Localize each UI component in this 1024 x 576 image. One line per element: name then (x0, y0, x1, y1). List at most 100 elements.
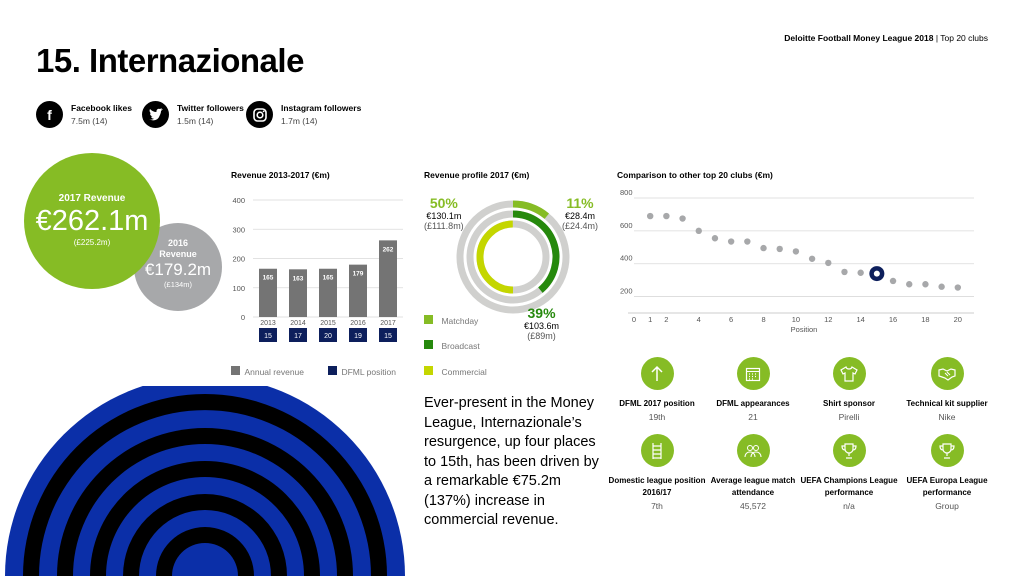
y-tick-label: 200 (232, 255, 245, 264)
dfml-position-label: 15 (384, 333, 392, 340)
dfml-position-box (259, 328, 277, 342)
x-tick-label: 2014 (290, 320, 306, 327)
scatter-point (744, 238, 751, 245)
fact-label: UEFA Europa League performance (906, 476, 988, 497)
revenue-bar (349, 264, 367, 317)
facebook-icon: f (36, 101, 63, 128)
social-twitter: Twitter followers 1.5m (14) (142, 101, 244, 128)
fact-label: Shirt sponsor (822, 399, 875, 408)
scatter-point (938, 283, 945, 290)
y-tick-label: 300 (232, 225, 245, 234)
legend-swatch (424, 315, 433, 324)
revenue-2017-sub: (£225.2m) (73, 238, 111, 247)
scatter-point (922, 281, 929, 288)
fact-label: UEFA Champions League performance (800, 476, 898, 497)
social-instagram: Instagram followers 1.7m (14) (246, 101, 361, 128)
instagram-icon (246, 101, 273, 128)
x-tick-label: 2015 (320, 320, 336, 327)
fact-value: 45,572 (740, 501, 766, 511)
fact-label: Average league match attendance (710, 476, 796, 497)
revenue-bar (319, 268, 337, 317)
legend-matchday: Matchday (424, 311, 478, 329)
commercial-arc (476, 220, 514, 294)
legend-label: DFML position (341, 367, 396, 377)
bar-legend-annual: Annual revenue (231, 362, 304, 380)
summary-text: Ever-present in the Money League, Intern… (424, 395, 599, 528)
dfml-position-label: 20 (324, 333, 332, 340)
scatter-point (695, 227, 702, 235)
scatter-point (906, 281, 913, 288)
dfml-position-label: 19 (354, 333, 362, 340)
x-tick-label: 2013 (260, 320, 276, 327)
x-axis-label: Position (791, 325, 818, 334)
matchday-sub: (£24.4m) (562, 221, 599, 231)
fact-value: 21 (748, 412, 758, 422)
scatter-point (711, 235, 719, 242)
x-tick-label: 1 (648, 315, 652, 324)
social-label: Instagram followers (281, 102, 362, 113)
legend-broadcast: Broadcast (424, 336, 480, 354)
y-tick-label: 400 (620, 254, 633, 263)
revenue-2017-label: 2017 Revenue (58, 193, 126, 204)
legend-swatch (328, 366, 337, 375)
scatter-point (646, 212, 654, 220)
handshake-icon (930, 357, 964, 390)
dfml-position-label: 15 (264, 333, 272, 340)
y-tick-label: 600 (620, 221, 633, 230)
social-value: 1.7m (14) (281, 115, 318, 126)
ladder-icon (640, 434, 674, 467)
dfml-position-label: 17 (294, 333, 302, 340)
scatter-point (857, 269, 864, 276)
dfml-position-box (289, 328, 307, 342)
dfml-position-box (319, 328, 337, 342)
profile-chart-title: Revenue profile 2017 (€m) (424, 170, 530, 180)
legend-swatch (424, 340, 433, 349)
x-tick-label: 2 (664, 315, 668, 324)
revenue-bar (259, 268, 277, 317)
social-value: 1.5m (14) (177, 115, 214, 126)
report-header: Deloitte Football Money League 2018 | To… (784, 33, 988, 43)
fact-label: Technical kit supplier (906, 399, 988, 408)
x-tick-label: 8 (761, 315, 765, 324)
fact-label: DFML appearances (716, 399, 790, 408)
scatter-point (792, 248, 800, 255)
highlight-point-center (873, 270, 880, 277)
matchday-value: €28.4m (564, 211, 596, 221)
fact-domestic-position: Domestic league position 2016/17 7th (607, 434, 707, 511)
x-tick-label: 6 (729, 315, 733, 324)
x-tick-label: 10 (792, 315, 800, 324)
cup-icon (930, 434, 964, 467)
revenue-2017-value: €262.1m (35, 205, 149, 237)
x-tick-label: 0 (632, 315, 636, 324)
y-tick-label: 400 (232, 196, 245, 205)
fact-shirt-sponsor: Shirt sponsor Pirelli (799, 357, 899, 422)
trophy-icon (832, 434, 866, 467)
revenue-2016-value: €179.2m (144, 260, 212, 279)
revenue-2016-circle: 2016 Revenue €179.2m (£134m) (134, 223, 222, 311)
scatter-point (727, 238, 735, 245)
fact-value: 19th (648, 412, 666, 422)
social-label: Facebook likes (71, 102, 132, 113)
revenue-bar (289, 269, 307, 317)
fact-attendance: Average league match attendance 45,572 (703, 434, 803, 511)
fact-uel: UEFA Europa League performance Group (897, 434, 997, 511)
fact-value: Nike (938, 412, 956, 422)
matchday-callout: 11% €28.4m (£24.4m) (562, 195, 598, 231)
social-value: 7.5m (14) (71, 115, 108, 126)
bar-value-label: 262 (383, 246, 394, 253)
twitter-icon (142, 101, 169, 128)
legend-swatch (424, 366, 433, 375)
scatter-point (954, 284, 962, 291)
bar-value-label: 163 (293, 275, 304, 282)
scatter-point (679, 215, 686, 222)
shirt-icon (832, 357, 866, 390)
report-section: Top 20 clubs (940, 33, 988, 43)
bar-value-label: 165 (263, 275, 274, 282)
fact-dfml-appearances: DFML appearances 21 (703, 357, 803, 422)
club-stripes-graphic (5, 386, 405, 576)
broadcast-callout: 39% €103.6m (£89m) (524, 305, 559, 341)
x-tick-label: 4 (697, 315, 701, 324)
scatter-point (825, 259, 832, 267)
fact-value: n/a (843, 501, 855, 511)
bar-value-label: 179 (353, 271, 364, 278)
